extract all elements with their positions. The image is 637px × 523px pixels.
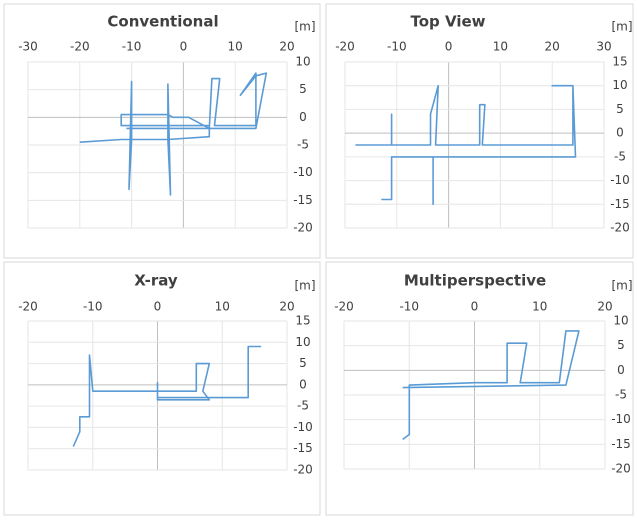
- y-tick-label: 0: [616, 126, 624, 140]
- axis-unit: [m]: [611, 279, 632, 293]
- chart-title: X-ray: [134, 272, 178, 290]
- x-tick-label: -20: [335, 40, 355, 54]
- y-tick-label: -10: [610, 173, 630, 187]
- y-tick-label: 5: [617, 338, 625, 352]
- x-tick-label: -20: [334, 300, 354, 314]
- y-tick-label: -15: [611, 437, 631, 451]
- y-tick-label: 5: [299, 82, 307, 96]
- panel-frame: [3, 3, 321, 259]
- x-tick-label: 0: [180, 40, 188, 54]
- axis-unit: [m]: [294, 20, 315, 34]
- y-tick-label: -15: [293, 441, 313, 455]
- x-tick-label: 20: [279, 300, 294, 314]
- y-tick-label: 0: [299, 110, 307, 124]
- chart-title: Multiperspective: [404, 272, 546, 290]
- x-tick-label: -20: [70, 40, 90, 54]
- y-tick-label: 15: [295, 314, 310, 328]
- x-tick-label: -20: [18, 300, 38, 314]
- x-tick-label: 0: [445, 40, 453, 54]
- y-tick-label: 10: [295, 55, 310, 69]
- y-tick-label: 10: [612, 78, 627, 92]
- y-tick-label: 15: [612, 55, 627, 69]
- y-tick-label: 0: [617, 363, 625, 377]
- y-tick-label: -5: [297, 399, 309, 413]
- x-tick-label: -10: [122, 40, 142, 54]
- y-tick-label: 0: [299, 377, 307, 391]
- x-tick-label: 30: [596, 40, 611, 54]
- x-tick-label: 0: [471, 300, 479, 314]
- panel-frame: [325, 261, 634, 516]
- y-tick-label: 5: [299, 356, 307, 370]
- chart-title: Conventional: [107, 13, 218, 31]
- x-tick-label: 20: [545, 40, 560, 54]
- trajectory-line: [355, 84, 577, 206]
- axis-unit: [m]: [294, 279, 315, 293]
- y-tick-label: -5: [297, 138, 309, 152]
- y-tick-label: -10: [293, 165, 313, 179]
- x-tick-label: -10: [83, 300, 103, 314]
- x-tick-label: 10: [493, 40, 508, 54]
- y-tick-label: -5: [614, 149, 626, 163]
- axis-unit: [m]: [611, 20, 632, 34]
- trajectory-line: [72, 345, 262, 447]
- x-tick-label: -10: [387, 40, 407, 54]
- x-tick-label: -30: [18, 40, 38, 54]
- x-tick-label: -10: [399, 300, 419, 314]
- y-tick-label: -20: [293, 463, 313, 477]
- x-tick-label: 0: [154, 300, 162, 314]
- x-tick-label: 20: [597, 300, 612, 314]
- trajectory-line: [79, 72, 268, 196]
- y-tick-label: -20: [293, 221, 313, 235]
- y-tick-label: -10: [611, 412, 631, 426]
- x-tick-label: 20: [279, 40, 294, 54]
- panel-frame: [325, 3, 634, 259]
- y-tick-label: -5: [615, 388, 627, 402]
- y-tick-label: -20: [611, 462, 631, 476]
- y-tick-label: 10: [613, 314, 628, 328]
- y-tick-label: -10: [293, 420, 313, 434]
- x-tick-label: 10: [532, 300, 547, 314]
- y-tick-label: -20: [610, 221, 630, 235]
- y-tick-label: 5: [616, 102, 624, 116]
- chart-title: Top View: [410, 13, 485, 31]
- y-tick-label: 10: [295, 335, 310, 349]
- trajectory-line: [402, 330, 580, 441]
- x-tick-label: 10: [215, 300, 230, 314]
- y-tick-label: -15: [610, 197, 630, 211]
- y-tick-label: -15: [293, 193, 313, 207]
- panel-frame: [3, 261, 321, 516]
- x-tick-label: 10: [228, 40, 243, 54]
